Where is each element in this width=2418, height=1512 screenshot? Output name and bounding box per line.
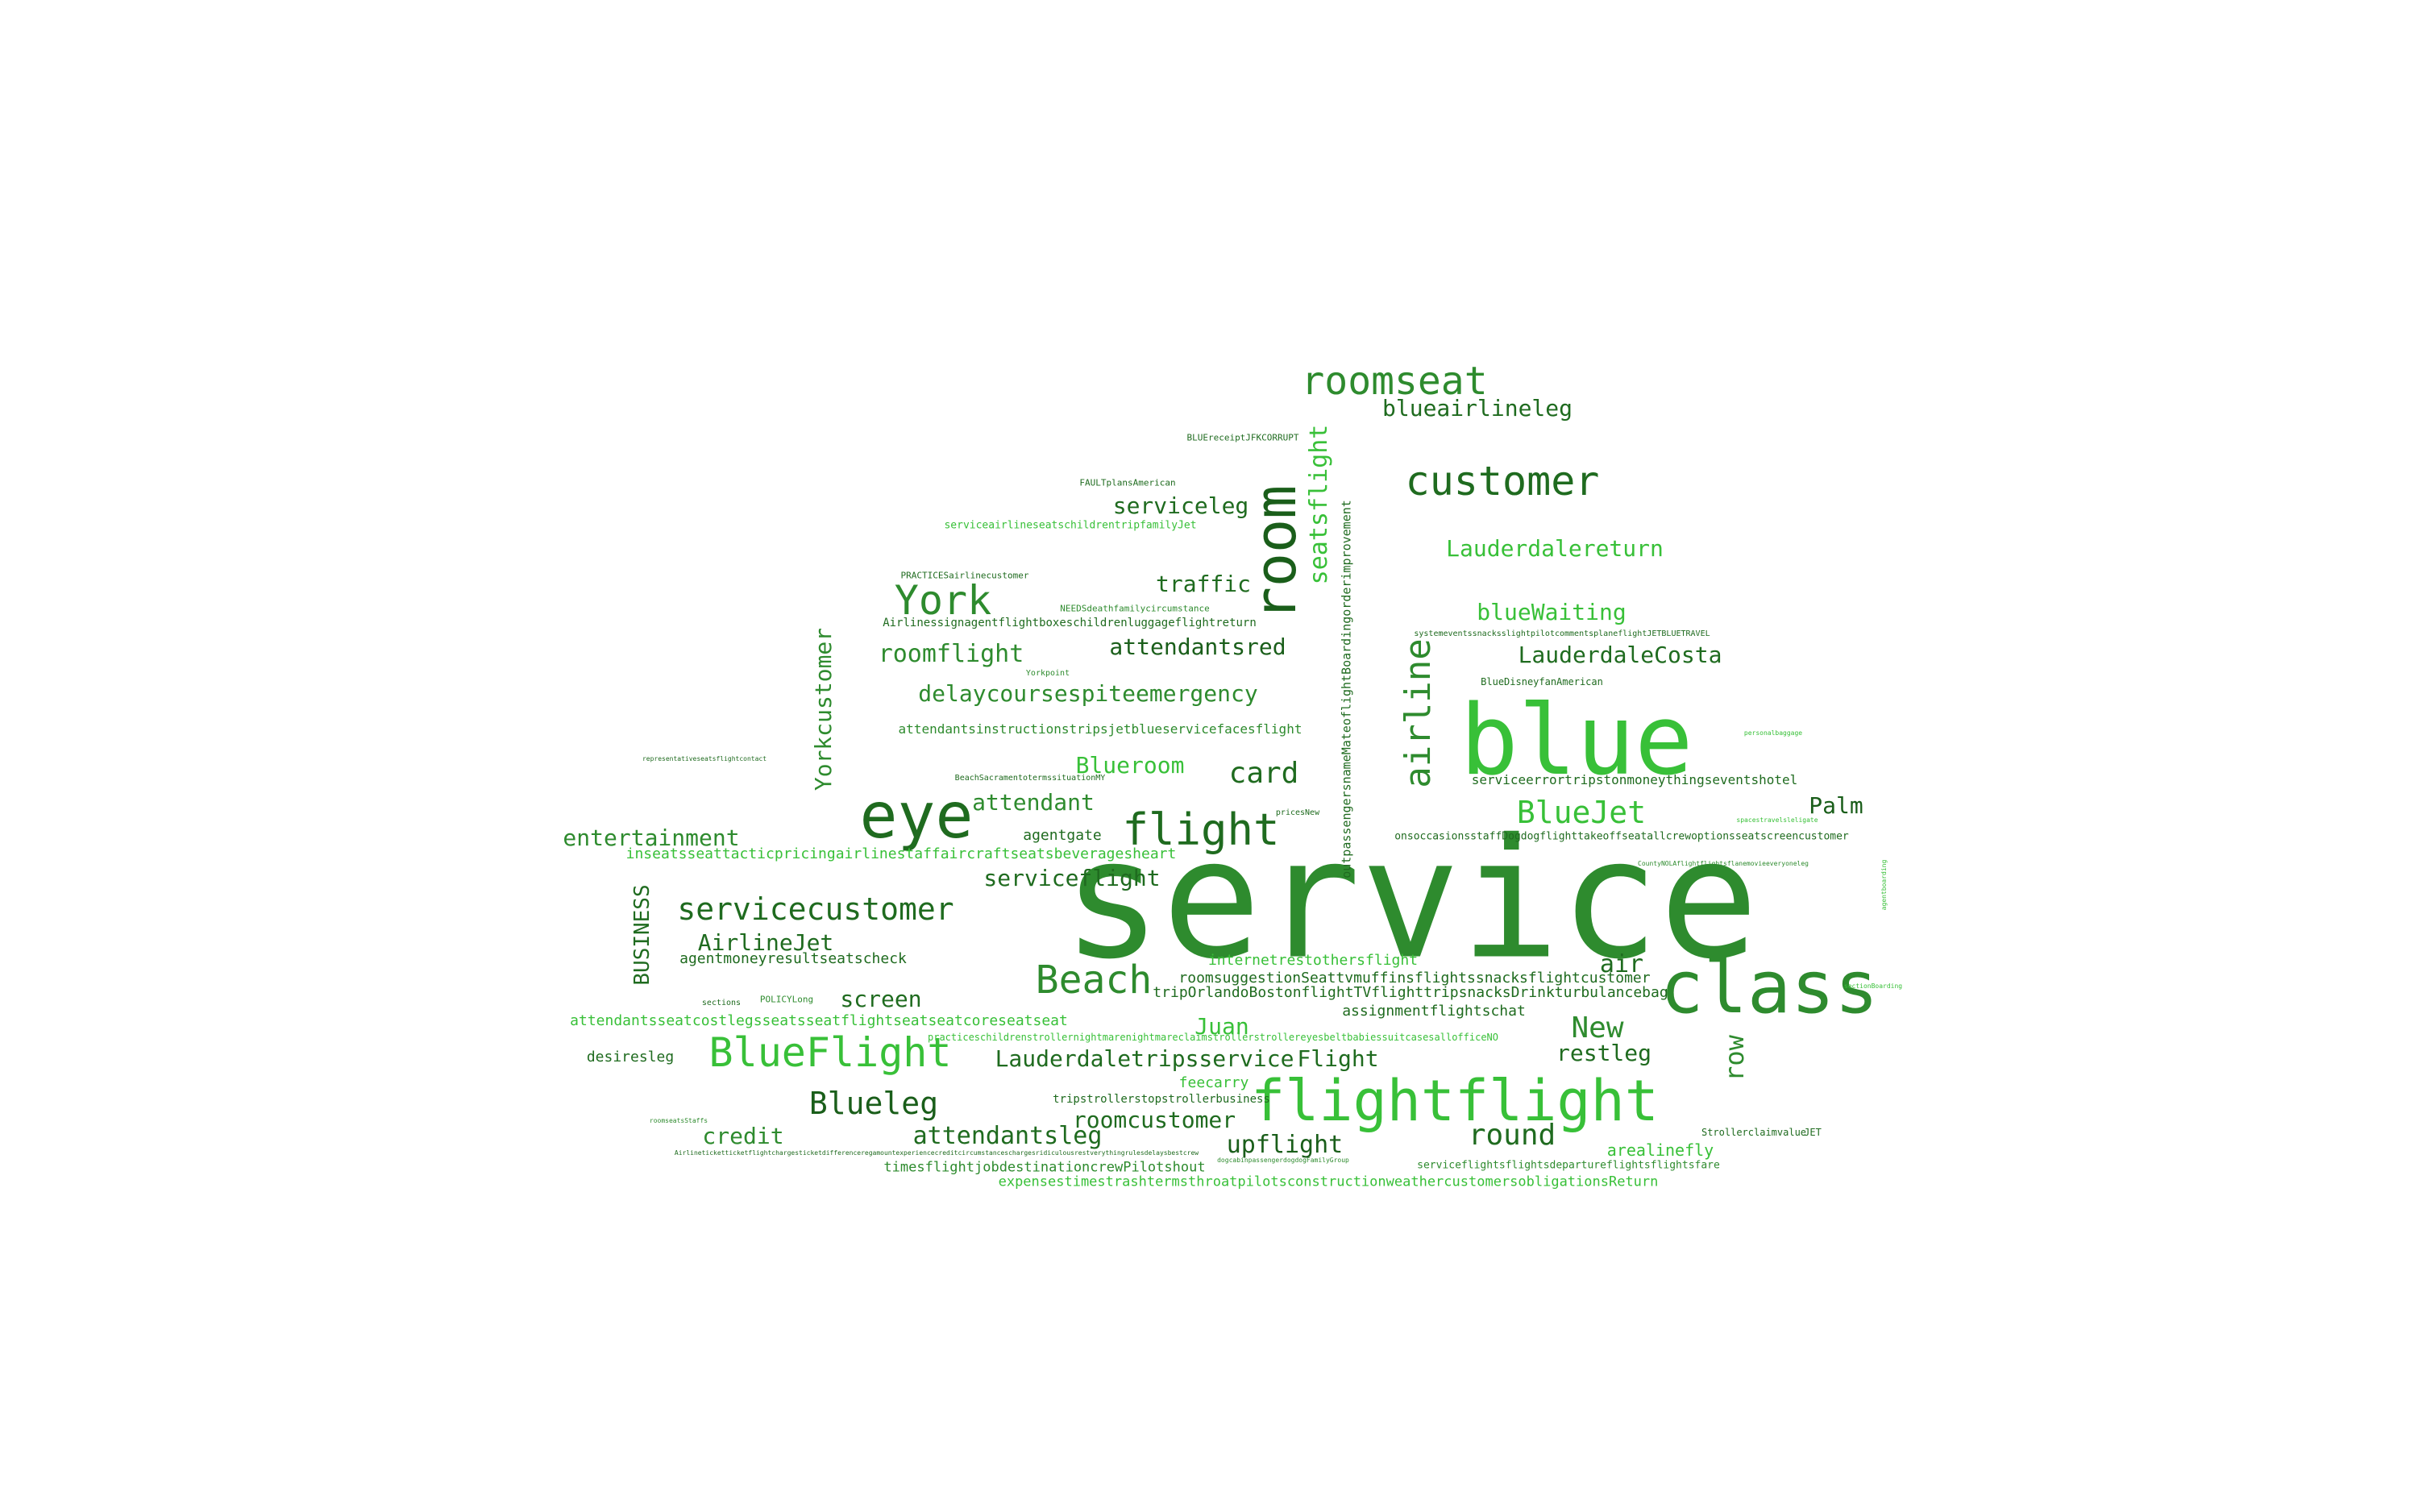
word-service: service — [1062, 804, 1759, 996]
word-sectionboarding: sectionBoarding — [1843, 982, 1903, 990]
word-blueairlineleg: blueairlineleg — [1381, 395, 1573, 422]
word-flight: flight — [1122, 804, 1280, 855]
word-attendant: attendant — [972, 789, 1095, 816]
word-lauderdaletripsservice: Lauderdaletripsservice — [995, 1045, 1294, 1072]
word-policylong: POLICYLong — [759, 994, 814, 1005]
word-outpassengers: outpassengersnameMateoflightBoardingorde… — [1339, 500, 1354, 879]
word-beachsacramento: BeachSacramentotermssituationMY — [954, 774, 1106, 783]
word-sections: sections — [701, 999, 742, 1007]
word-roomsuggestion: roomsuggestionSeattvmuffinsflightssnacks… — [1178, 970, 1651, 987]
word-palm: Palm — [1809, 792, 1863, 819]
word-roomcustomer: roomcustomer — [1072, 1107, 1236, 1133]
word-attendantsinstructions: attendantsinstructionstripsjetblueservic… — [898, 721, 1302, 737]
word-air: air — [1599, 950, 1644, 978]
word-blue: blue — [1460, 685, 1693, 797]
word-expensestimestrash: expensestimestrashtermsthroatpilotsconst… — [998, 1173, 1659, 1190]
word-assignmentflightschat: assignmentflightschat — [1342, 1003, 1526, 1020]
word-serviceflightsflights: serviceflightsflightsdepartureflightsfli… — [1417, 1159, 1720, 1172]
word-dogcabin: dogcabinpassengerdogdogFamilyGroup — [1217, 1157, 1349, 1164]
word-york: York — [894, 577, 992, 624]
word-attendantsleg: attendantsleg — [912, 1122, 1103, 1150]
word-seatsflight: seatsflight — [1305, 424, 1333, 585]
word-screen: screen — [840, 986, 922, 1012]
word-customer: customer — [1405, 458, 1600, 505]
word-feecarry: feecarry — [1178, 1074, 1249, 1091]
word-agentgate: agentgate — [1023, 827, 1102, 844]
word-tripstroller: tripstrollerstopstrollerbusiness — [1053, 1093, 1270, 1106]
word-yorkpoint: Yorkpoint — [1025, 669, 1070, 678]
word-personalbaggage: personalbaggage — [1743, 729, 1803, 737]
word-faultplans: FAULTplansAmerican — [1079, 477, 1176, 488]
word-attendantsred: attendantsred — [1109, 633, 1286, 660]
word-airlinessignagent: Airlinessignagentflightboxeschildrenlugg… — [883, 617, 1257, 629]
word-beach: Beach — [1035, 957, 1153, 1003]
word-timesflightjob: timesflightjobdestinationcrewPilotshout — [883, 1159, 1206, 1176]
word-business: BUSINESS — [630, 884, 654, 986]
word-flight-2: Flight — [1297, 1045, 1379, 1072]
word-jet: JET — [1804, 1127, 1822, 1138]
word-inseatsseattactic: inseatsseattacticpricingairlinestaffairc… — [625, 845, 1177, 862]
word-class: class — [1660, 945, 1879, 1030]
word-flightflight: flightflight — [1251, 1068, 1659, 1134]
word-bluedisney: BlueDisneyfanAmerican — [1481, 676, 1603, 687]
word-triporlando: tripOrlandoBostonflightTVflighttripsnack… — [1153, 984, 1668, 1001]
word-attendantsseatcost: attendantsseatcostlegsseatsseatflightsea… — [570, 1012, 1068, 1029]
word-bluejet: BlueJet — [1516, 795, 1647, 830]
word-juan: Juan — [1194, 1013, 1249, 1040]
word-blueflight: BlueFlight — [708, 1029, 952, 1076]
word-credit: credit — [702, 1123, 784, 1149]
word-practices: PRACTICESairlinecustomer — [900, 570, 1029, 581]
word-onsoccasions: onsoccasionsstaffDogdogflighttakeoffseat… — [1394, 830, 1849, 843]
word-servicecustomer: servicecustomer — [677, 891, 954, 927]
word-blueleg: Blueleg — [808, 1086, 939, 1121]
word-serviceerrortrips: serviceerrortripstonmoneythingseventshot… — [1471, 772, 1798, 787]
word-internetrestothersflight: internetrestothersflight — [1207, 952, 1419, 969]
word-desiresleg: desiresleg — [586, 1049, 675, 1065]
word-row: row — [1719, 1035, 1750, 1082]
word-new: New — [1571, 1011, 1624, 1045]
word-practiceschildren: practiceschildrenstrollernightmarenightm… — [927, 1032, 1499, 1043]
word-blueroom: Blueroom — [1075, 752, 1185, 779]
word-arealinefly: arealinefly — [1606, 1140, 1714, 1160]
word-countynola: CountyNOLAflightflightsflanemovieeveryon… — [1638, 860, 1809, 867]
word-lauderdalecosta: LauderdaleCosta — [1518, 642, 1722, 668]
word-lauderdalereturn: Lauderdalereturn — [1446, 535, 1664, 562]
word-airline: airline — [1398, 638, 1439, 788]
word-strollerclaimvalue: Strollerclaimvalue — [1701, 1127, 1807, 1138]
word-bluereceipt: BLUEreceiptJFKCORRUPT — [1186, 432, 1299, 443]
word-spacestravels: spacestravelsleligate — [1736, 816, 1818, 824]
word-airlinejet: AirlineJet — [697, 929, 834, 956]
word-representative: representativeseatsflightcontact — [642, 755, 767, 762]
word-systemevents: systemeventssnacksslightpilotcommentspla… — [1414, 629, 1710, 638]
word-eye: eye — [859, 780, 974, 853]
word-agentboarding: agentboarding — [1880, 859, 1888, 911]
word-serviceleg: serviceleg — [1112, 492, 1249, 519]
word-traffic: traffic — [1155, 571, 1252, 597]
word-roomseat: roomseat — [1301, 359, 1488, 404]
word-roomseatsstaffs: roomseatsStaffs — [649, 1117, 708, 1124]
word-delaycoursespiteemergency: delaycoursespiteemergency — [918, 680, 1258, 707]
word-upflight: upflight — [1226, 1131, 1344, 1159]
word-agentmoneyresultseatscheck: agentmoneyresultseatscheck — [679, 950, 907, 967]
word-serviceairlineseats: serviceairlineseatschildrentripfamilyJet — [944, 519, 1197, 532]
word-round: round — [1468, 1119, 1556, 1152]
word-yorkcustomer: Yorkcustomer — [810, 627, 837, 791]
word-card: card — [1228, 757, 1299, 790]
word-bluewaiting: blueWaiting — [1477, 599, 1627, 625]
word-pricesnew: pricesNew — [1275, 808, 1320, 817]
word-restleg: restleg — [1556, 1040, 1652, 1066]
word-roomflight: roomflight — [878, 640, 1024, 668]
word-entertainment: entertainment — [563, 825, 740, 851]
word-airlineticket: Airlineticketticketflightchargesticketdi… — [674, 1149, 1199, 1157]
word-serviceflight: serviceflight — [983, 865, 1161, 891]
word-room: room — [1243, 484, 1309, 621]
word-needsdeath: NEEDSdeathfamilycircumstance — [1060, 603, 1210, 614]
